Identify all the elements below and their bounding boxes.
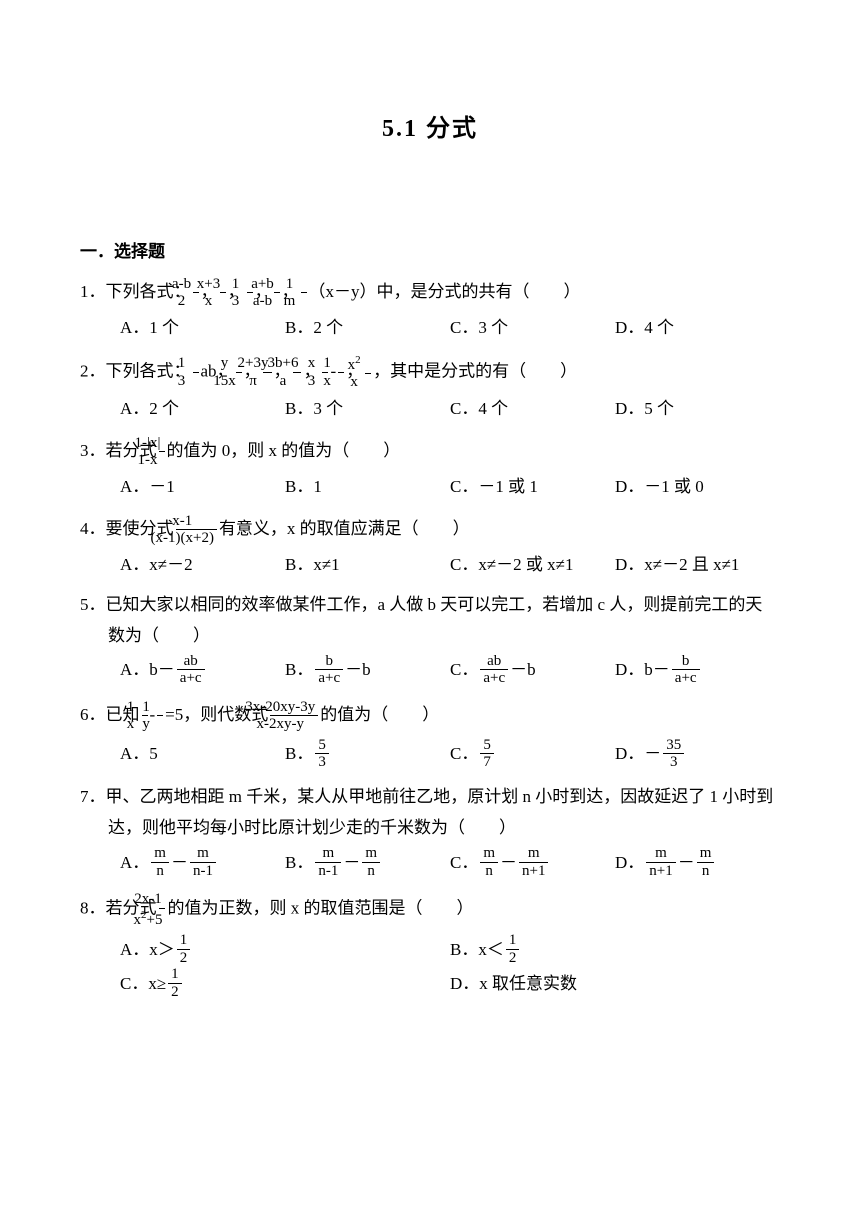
- q-number: 8．: [80, 899, 106, 918]
- section-header: 一．选择题: [80, 238, 780, 265]
- fraction: x2x: [365, 354, 371, 391]
- fraction: 3x-20xy-3yx-2xy-y: [270, 699, 318, 733]
- question-7: 7．甲、乙两地相距 m 千米，某人从甲地前往乙地，原计划 n 小时到达，因故延迟…: [80, 783, 780, 879]
- option-b: B．3 个: [285, 395, 450, 423]
- stem-text: 的值为（ ）: [320, 705, 439, 724]
- option-b: B．x≠1: [285, 551, 450, 579]
- question-8: 8．若分式2x-1x2+5的值为正数，则 x 的取值范围是（ ） A．x＞12 …: [80, 891, 780, 1000]
- q-number: 6．: [80, 705, 106, 724]
- question-3: 3．若分式1-|x|1-x的值为 0，则 x 的值为（ ） A．－1 B．1 C…: [80, 435, 780, 501]
- option-b: B．1: [285, 473, 450, 501]
- question-6: 6．已知1x-1y=5，则代数式3x-20xy-3yx-2xy-y的值为（ ） …: [80, 699, 780, 771]
- option-c: C．x≠－2 或 x≠1: [450, 551, 615, 579]
- fraction: 1y: [157, 699, 163, 733]
- option-d: D．mn+1－mn: [615, 845, 780, 879]
- option-d: D．x 取任意实数: [450, 966, 780, 1000]
- question-4: 4．要使分式x-1(x-1)(x+2)有意义，x 的取值应满足（ ） A．x≠－…: [80, 513, 780, 579]
- option-b: B．x＜12: [450, 932, 780, 966]
- fraction: 3b+6a: [293, 355, 302, 389]
- option-c: C．mn－mn+1: [450, 845, 615, 879]
- stem-text: （x－y）中，是分式的共有（ ）: [309, 281, 581, 300]
- option-d: D．－353: [615, 737, 780, 771]
- stem-text: ，其中是分式的有（ ）: [373, 361, 577, 380]
- option-c: C．aba+c－b: [450, 653, 615, 687]
- stem-text: 数为（ ）: [80, 622, 780, 649]
- question-2: 2．下列各式：13ab，y15x，2+3yπ，3b+6a，x3-1x，x2x，其…: [80, 354, 780, 423]
- fraction: 1m: [301, 276, 307, 310]
- option-b: B．mn-1－mn: [285, 845, 450, 879]
- stem-text: 已知: [106, 705, 140, 724]
- stem-text: 有意义，x 的取值应满足（ ）: [219, 518, 470, 537]
- stem-text: 的值为正数，则 x 的取值范围是（ ）: [167, 899, 473, 918]
- q-number: 2．: [80, 361, 106, 380]
- page-title: 5.1 分式: [80, 110, 780, 148]
- option-a: A．x≠－2: [120, 551, 285, 579]
- q-number: 4．: [80, 518, 106, 537]
- fraction: 2x-1x2+5: [159, 891, 166, 928]
- fraction: 1-|x|1-x: [159, 435, 165, 469]
- option-a: A．－1: [120, 473, 285, 501]
- option-a: A．b－aba+c: [120, 653, 285, 687]
- fraction: x-1(x-1)(x+2): [176, 513, 217, 547]
- option-a: A．mn－mn-1: [120, 845, 285, 879]
- fraction: 1x: [338, 355, 344, 389]
- option-b: B．ba+c－b: [285, 653, 450, 687]
- q-number: 7．: [80, 787, 106, 806]
- option-b: B．53: [285, 737, 450, 771]
- option-d: D．4 个: [615, 314, 780, 342]
- option-c: C．57: [450, 737, 615, 771]
- q-number: 1．: [80, 281, 106, 300]
- q-number: 3．: [80, 440, 106, 459]
- option-d: D．5 个: [615, 395, 780, 423]
- fraction: 13: [193, 355, 199, 389]
- option-a: A．2 个: [120, 395, 285, 423]
- option-c: C．3 个: [450, 314, 615, 342]
- fraction: x+3x: [220, 276, 226, 310]
- stem-text: 达，则他平均每小时比原计划少走的千米数为（ ）: [80, 814, 780, 841]
- option-d: D．x≠－2 且 x≠1: [615, 551, 780, 579]
- question-5: 5．已知大家以相同的效率做某件工作，a 人做 b 天可以完工，若增加 c 人，则…: [80, 591, 780, 687]
- option-a: A．1 个: [120, 314, 285, 342]
- stem-text: 已知大家以相同的效率做某件工作，a 人做 b 天可以完工，若增加 c 人，则提前…: [106, 595, 763, 614]
- stem-text: 甲、乙两地相距 m 千米，某人从甲地前往乙地，原计划 n 小时到达，因故延迟了 …: [106, 787, 774, 806]
- option-c: C．x≥12: [120, 966, 450, 1000]
- option-c: C．－1 或 1: [450, 473, 615, 501]
- fraction: a+ba-b: [274, 276, 280, 310]
- option-b: B．2 个: [285, 314, 450, 342]
- q-number: 5．: [80, 595, 106, 614]
- option-a: A．x＞12: [120, 932, 450, 966]
- stem-text: 的值为 0，则 x 的值为（ ）: [167, 440, 401, 459]
- option-a: A．5: [120, 737, 285, 771]
- question-1: 1．下列各式：a-b2，x+3x，13，a+ba-b，1m（x－y）中，是分式的…: [80, 276, 780, 342]
- option-d: D．b－ba+c: [615, 653, 780, 687]
- option-c: C．4 个: [450, 395, 615, 423]
- option-d: D．－1 或 0: [615, 473, 780, 501]
